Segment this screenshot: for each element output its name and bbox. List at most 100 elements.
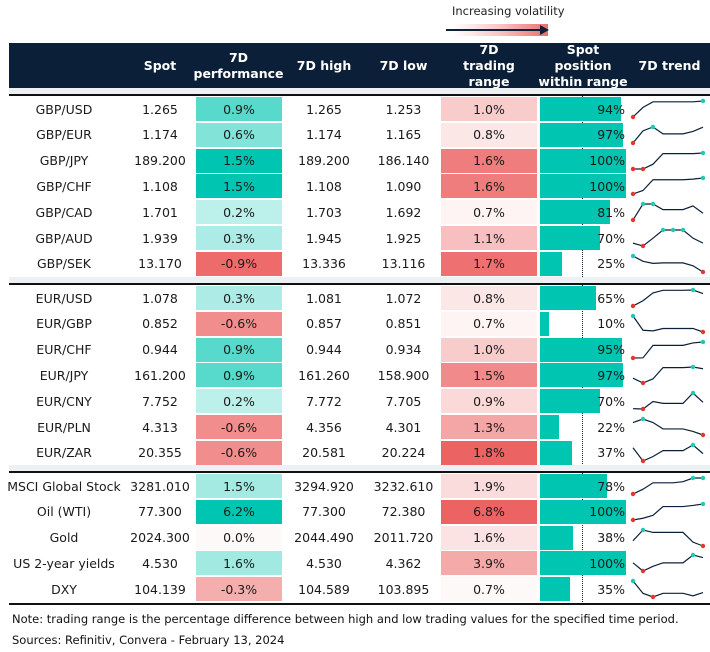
- table-row: GBP/CHF 1.108 1.5% 1.108 1.090 1.6% 100%: [0, 173, 710, 199]
- range-cell: 1.9%: [441, 474, 537, 498]
- high-value: 0.857: [306, 316, 342, 332]
- instrument-name: GBP/SEK: [36, 256, 92, 272]
- instrument-name: EUR/CHF: [36, 342, 92, 358]
- table-row: DXY 104.139 -0.3% 104.589 103.895 0.7% 35%: [0, 576, 710, 602]
- min-marker: [700, 432, 706, 438]
- max-marker: [630, 578, 636, 584]
- min-marker: [700, 543, 706, 548]
- position-bar: [540, 337, 622, 362]
- trend-line: [632, 554, 704, 573]
- table-row: GBP/USD 1.265 0.9% 1.265 1.253 1.0% 94%: [0, 96, 710, 122]
- position-bar: [540, 200, 610, 225]
- low-value: 0.934: [385, 342, 422, 358]
- high-value: 20.581: [302, 445, 346, 461]
- performance-cell: -0.6%: [196, 415, 282, 439]
- high-value: 104.589: [298, 581, 350, 597]
- performance-cell: 0.2%: [196, 389, 282, 414]
- position-bar: [540, 551, 626, 576]
- position-bar: [540, 97, 621, 121]
- range-cell: 1.5%: [441, 363, 537, 388]
- section-rule: [9, 471, 710, 473]
- trend-sparkline: [630, 124, 704, 145]
- spot-value: 1.701: [142, 204, 178, 220]
- trend-sparkline: [632, 527, 706, 548]
- header-range: 7D trading range: [463, 41, 515, 89]
- performance-cell: 1.5%: [196, 474, 282, 498]
- range-cell: 0.9%: [441, 389, 537, 414]
- position-value: 70%: [597, 393, 625, 409]
- table-row: US 2-year yields 4.530 1.6% 4.530 4.362 3.9% 1…: [0, 550, 710, 576]
- position-value: 65%: [597, 290, 625, 306]
- trend-sparkline: [632, 365, 704, 386]
- min-marker: [640, 166, 646, 171]
- position-value: 81%: [597, 204, 625, 220]
- min-marker: [640, 381, 646, 386]
- section-rule: [9, 94, 710, 96]
- range-cell: 1.6%: [441, 148, 537, 173]
- trend-line: [632, 229, 704, 247]
- trend-sparkline: [630, 475, 706, 497]
- trend-line: [632, 418, 704, 436]
- trend-line: [632, 366, 704, 385]
- trend-line: [632, 580, 704, 598]
- instrument-name: Oil (WTI): [36, 504, 92, 520]
- spot-value: 0.944: [142, 342, 178, 358]
- low-value: 4.301: [385, 419, 422, 435]
- low-value: 158.900: [377, 367, 430, 383]
- instrument-name: EUR/USD: [35, 290, 93, 306]
- position-bar: [540, 474, 608, 498]
- spot-value: 3281.010: [130, 478, 190, 494]
- sources: Sources: Refinitiv, Convera - February 1…: [12, 633, 285, 647]
- low-value: 0.851: [385, 316, 422, 332]
- trend-line: [632, 203, 704, 221]
- position-bar: [540, 363, 624, 388]
- trend-line: [632, 315, 704, 333]
- max-marker: [690, 553, 696, 558]
- table-row: EUR/ZAR 20.355 -0.6% 20.581 20.224 1.8% 37%: [0, 440, 710, 466]
- position-value: 97%: [597, 127, 625, 143]
- legend-title: Increasing volatility: [452, 4, 565, 18]
- spot-value: 2024.300: [130, 530, 190, 546]
- performance-cell: 0.6%: [196, 122, 282, 147]
- max-marker: [700, 98, 706, 104]
- position-bar: [540, 499, 626, 524]
- high-value: 161.260: [298, 367, 350, 383]
- spot-value: 1.108: [142, 178, 178, 194]
- trend-sparkline: [632, 442, 704, 463]
- position-value: 78%: [597, 478, 625, 494]
- max-marker: [690, 442, 696, 447]
- min-marker: [630, 166, 636, 171]
- low-value: 1.165: [385, 127, 422, 143]
- position-bar: [540, 226, 601, 250]
- instrument-name: EUR/JPY: [39, 367, 89, 383]
- position-bar: [540, 577, 571, 602]
- table-header: Spot 7D performance 7D high 7D low 7D tr…: [9, 41, 710, 89]
- range-cell: 1.1%: [441, 226, 537, 250]
- section-spacer: [9, 277, 710, 283]
- high-value: 4.530: [306, 555, 342, 571]
- high-value: 1.703: [306, 204, 342, 220]
- spot-value: 1.939: [142, 230, 178, 246]
- header-position: Spot position within range: [538, 41, 628, 89]
- range-cell: 1.0%: [441, 337, 537, 362]
- high-value: 4.356: [306, 419, 342, 435]
- spot-value: 161.200: [134, 367, 186, 383]
- low-value: 72.380: [381, 504, 426, 520]
- position-value: 10%: [597, 316, 625, 332]
- min-marker: [630, 140, 636, 145]
- table-row: GBP/CAD 1.701 0.2% 1.703 1.692 0.7% 81%: [0, 199, 710, 225]
- high-value: 1.081: [306, 290, 342, 306]
- instrument-name: GBP/CAD: [35, 204, 93, 220]
- range-cell: 1.3%: [441, 415, 537, 439]
- high-value: 2044.490: [294, 530, 354, 546]
- arrow-right-icon: [446, 29, 542, 31]
- max-marker: [700, 501, 706, 506]
- high-value: 13.336: [302, 256, 346, 272]
- table-row: EUR/CNY 7.752 0.2% 7.772 7.705 0.9% 70%: [0, 388, 710, 414]
- min-marker: [630, 217, 636, 223]
- high-value: 189.200: [298, 153, 350, 169]
- trend-sparkline: [632, 416, 706, 438]
- max-marker: [660, 227, 666, 233]
- min-marker: [630, 114, 636, 120]
